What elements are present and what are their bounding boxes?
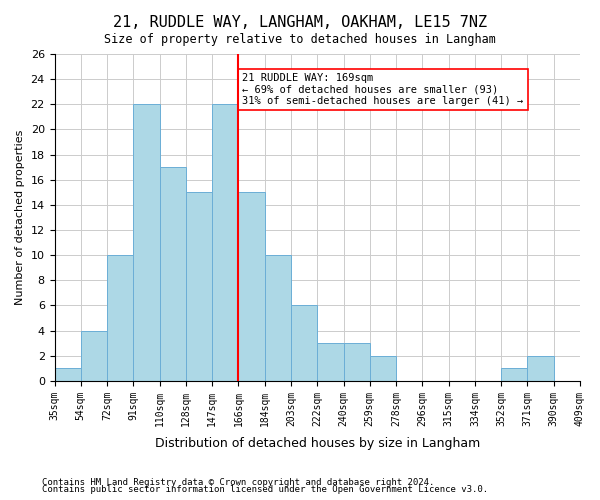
X-axis label: Distribution of detached houses by size in Langham: Distribution of detached houses by size … (155, 437, 480, 450)
Text: Contains public sector information licensed under the Open Government Licence v3: Contains public sector information licen… (42, 486, 488, 494)
Bar (265, 255, 291, 381)
Text: 21 RUDDLE WAY: 169sqm
← 69% of detached houses are smaller (93)
31% of semi-deta: 21 RUDDLE WAY: 169sqm ← 69% of detached … (242, 73, 524, 106)
Bar (370, 356, 396, 381)
Bar (160, 167, 186, 381)
Text: Contains HM Land Registry data © Crown copyright and database right 2024.: Contains HM Land Registry data © Crown c… (42, 478, 434, 487)
Y-axis label: Number of detached properties: Number of detached properties (15, 130, 25, 305)
Bar (107, 255, 133, 381)
Bar (317, 343, 344, 381)
Bar (501, 368, 527, 381)
Bar (81, 330, 107, 381)
Bar (291, 306, 317, 381)
Text: 21, RUDDLE WAY, LANGHAM, OAKHAM, LE15 7NZ: 21, RUDDLE WAY, LANGHAM, OAKHAM, LE15 7N… (113, 15, 487, 30)
Bar (212, 104, 238, 381)
Bar (238, 192, 265, 381)
Bar (527, 356, 554, 381)
Bar (344, 343, 370, 381)
Bar (133, 104, 160, 381)
Bar (186, 192, 212, 381)
Bar (55, 368, 81, 381)
Text: Size of property relative to detached houses in Langham: Size of property relative to detached ho… (104, 32, 496, 46)
